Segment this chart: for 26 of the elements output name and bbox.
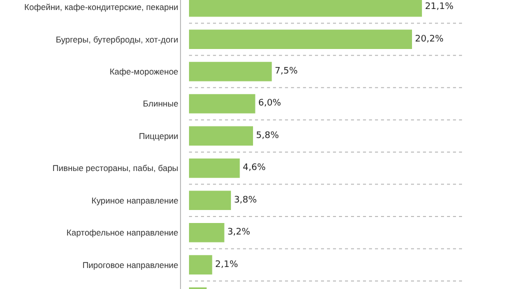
data-label: 21,1%	[424, 2, 454, 12]
bar	[189, 94, 256, 114]
y-tick-label: Блинные	[142, 98, 179, 109]
y-tick-label: Куриное направление	[92, 195, 179, 206]
bar	[189, 30, 412, 49]
data-label: 6,0%	[258, 98, 282, 109]
y-tick-label: Пироговое направление	[82, 260, 179, 270]
y-tick-label: Картофельное направление	[66, 228, 179, 238]
data-label: 2,1%	[215, 260, 238, 270]
data-label: 3,8%	[234, 195, 258, 206]
bar	[189, 126, 254, 146]
data-label: 7,5%	[274, 66, 298, 77]
y-tick-label: Пивные рестораны, пабы, бары	[52, 163, 178, 174]
bar	[189, 222, 224, 242]
y-tick-label: Кофейни, кафе-кондитерские, пекарни	[24, 2, 179, 12]
y-tick-label: Бургеры, бутерброды, хот-доги	[56, 34, 179, 44]
bar	[189, 190, 231, 210]
bar	[189, 62, 272, 82]
bar	[189, 255, 212, 274]
bar	[189, 158, 240, 178]
data-label: 20,2%	[415, 34, 444, 44]
data-label: 3,2%	[227, 228, 251, 238]
y-tick-label: Пиццерии	[138, 130, 179, 141]
data-label: 5,8%	[256, 130, 280, 141]
data-label: 4,6%	[242, 163, 266, 174]
y-tick-label: Кафе-мороженое	[110, 66, 179, 77]
